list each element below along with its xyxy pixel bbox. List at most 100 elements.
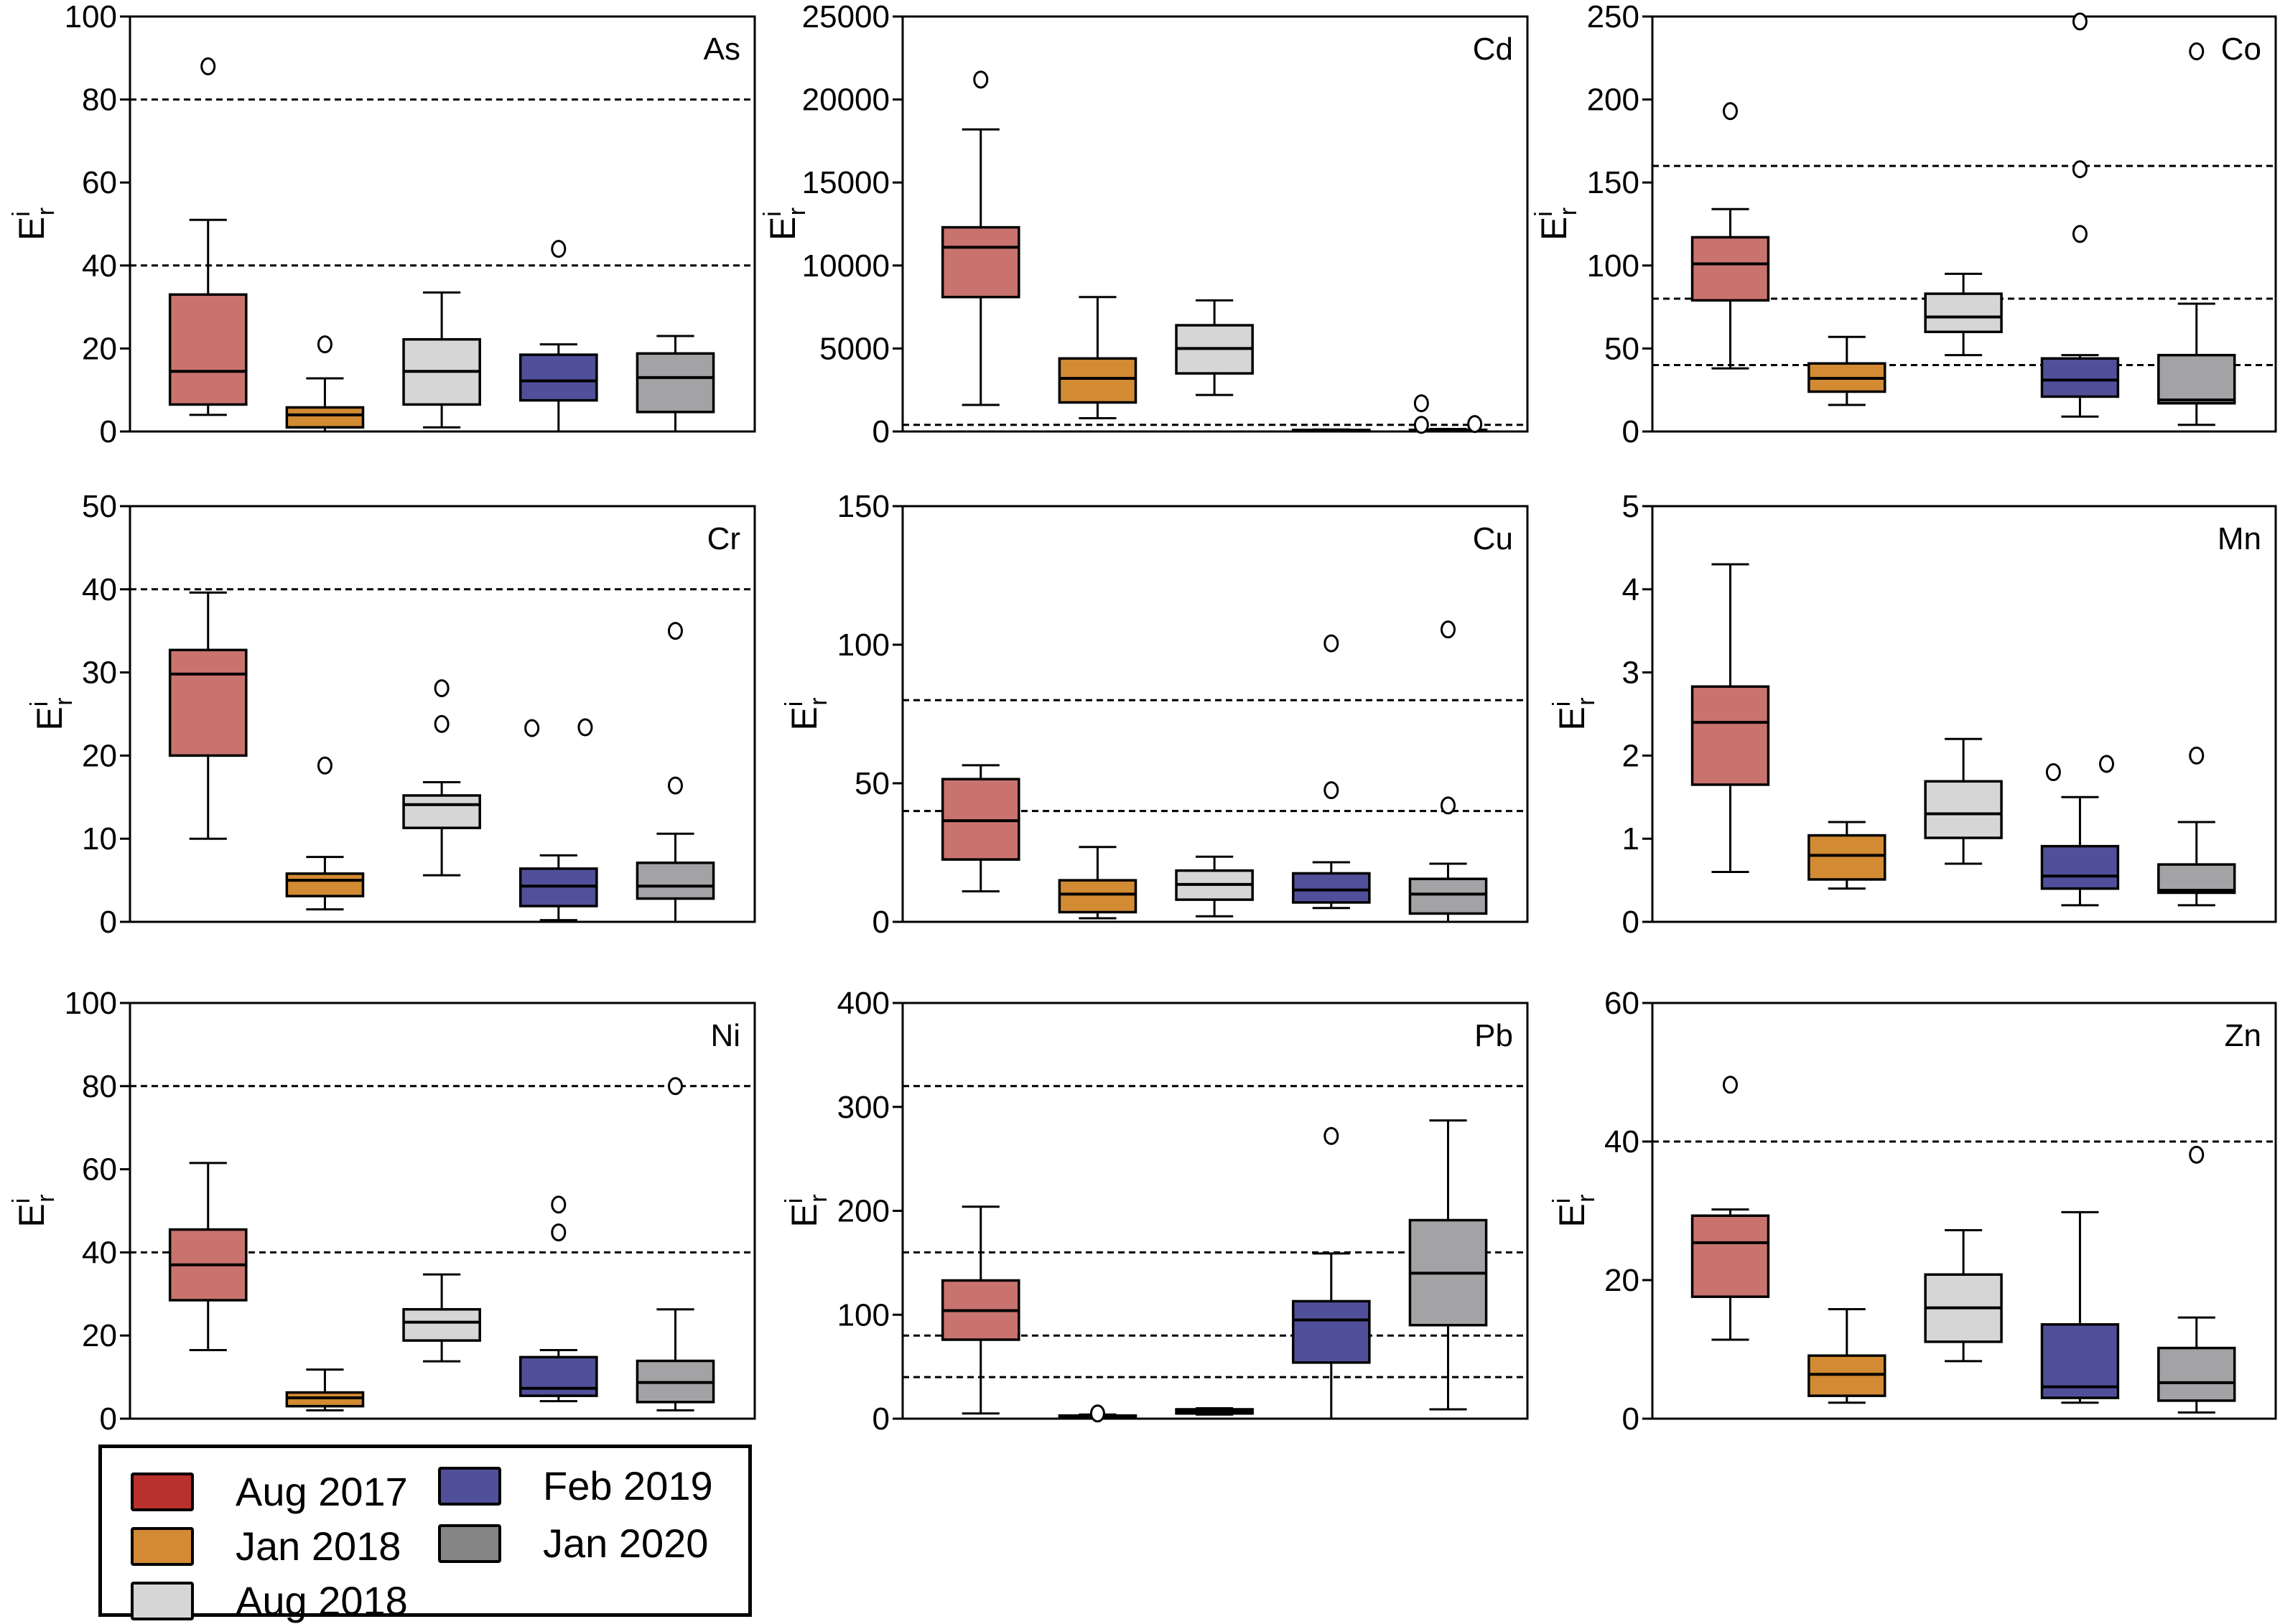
y-axis-label: Eir <box>1548 697 1600 730</box>
box-jan-2020 <box>2157 42 2236 426</box>
legend-label: Jan 2020 <box>543 1521 709 1566</box>
legend-label: Jan 2018 <box>236 1523 401 1569</box>
outlier-point <box>1723 1075 1738 1094</box>
legend-swatch-jan-2018 <box>131 1526 194 1566</box>
outlier-point <box>200 57 216 75</box>
outlier-point <box>1467 415 1483 434</box>
outlier-point <box>434 679 450 698</box>
y-axis-label: Eir <box>8 207 60 241</box>
box-iqr <box>1408 877 1488 915</box>
y-axis-label: Eir <box>781 697 832 730</box>
y-tick-label: 50 <box>82 489 117 524</box>
box-aug-2018 <box>1175 855 1254 918</box>
legend-swatch-aug-2018 <box>131 1581 194 1620</box>
panel-element-label: Mn <box>2218 521 2261 556</box>
box-iqr <box>1924 292 2003 334</box>
box-jan-2018 <box>1807 1308 1886 1404</box>
y-tick-label: 25000 <box>802 0 890 34</box>
legend-item-jan-2018: Jan 2018 <box>131 1523 401 1569</box>
outlier-point <box>668 1077 684 1096</box>
box-jan-2020 <box>1408 620 1488 923</box>
box-jan-2018 <box>285 335 365 433</box>
box-aug-2017 <box>941 70 1020 406</box>
y-tick-label: 0 <box>100 1401 117 1437</box>
box-feb-2019 <box>519 718 598 922</box>
box-jan-2018 <box>1058 296 1137 420</box>
box-aug-2017 <box>1690 1075 1770 1341</box>
outlier-point <box>434 714 450 733</box>
outlier-point <box>2072 160 2088 179</box>
box-iqr <box>2157 1346 2236 1402</box>
y-tick-label: 250 <box>1587 0 1639 34</box>
y-axis-label: Eir <box>8 1194 60 1227</box>
box-iqr <box>168 648 248 757</box>
y-tick-label: 60 <box>1604 986 1639 1021</box>
box-jan-2020 <box>1408 394 1488 434</box>
y-tick-label: 15000 <box>802 165 890 200</box>
box-aug-2017 <box>1690 563 1770 874</box>
box-iqr <box>2040 357 2120 398</box>
panel-ni: 0 20 40 60 80 100 Eir Ni <box>8 986 756 1437</box>
outlier-point <box>2072 225 2088 243</box>
box-iqr <box>1690 1214 1770 1298</box>
panel-cu: 0 50 100 150 Eir Cu <box>781 489 1529 940</box>
y-tick-label: 30 <box>82 655 117 691</box>
y-tick-label: 0 <box>873 905 890 940</box>
y-tick-label: 5000 <box>819 331 890 366</box>
panel-zn: 0 20 40 60 Eir Zn <box>1548 986 2277 1437</box>
box-aug-2018 <box>402 679 481 877</box>
panel-as: 0 20 40 60 80 100 Eir As <box>8 0 756 449</box>
y-tick-label: 150 <box>837 489 890 524</box>
panel-element-label: Cu <box>1473 521 1513 556</box>
box-aug-2017 <box>168 57 248 416</box>
y-tick-label: 200 <box>837 1194 890 1229</box>
box-aug-2018 <box>402 291 481 429</box>
outlier-point <box>1323 781 1339 800</box>
box-feb-2019 <box>519 1195 598 1403</box>
box-iqr <box>402 794 481 829</box>
outlier-point <box>577 718 593 737</box>
box-aug-2017 <box>1690 102 1770 370</box>
box-jan-2020 <box>2157 1145 2236 1414</box>
panel-cr: 0 10 20 30 40 50 Eir Cr <box>26 489 756 940</box>
y-tick-label: 2 <box>1622 738 1639 773</box>
box-iqr <box>1690 235 1770 302</box>
y-tick-label: 400 <box>837 986 890 1021</box>
box-aug-2018 <box>402 1273 481 1363</box>
outlier-point <box>1323 634 1339 653</box>
panel-element-label: Cr <box>707 521 740 556</box>
box-aug-2018 <box>1924 737 2003 865</box>
panel-element-label: Zn <box>2225 1018 2261 1053</box>
plot-frame <box>129 1002 756 1420</box>
box-iqr <box>1292 872 1371 904</box>
y-tick-label: 150 <box>1587 165 1639 200</box>
outlier-point <box>973 70 989 89</box>
outlier-point <box>1089 1404 1105 1423</box>
plot-frame <box>901 15 1529 433</box>
y-tick-label: 20 <box>1604 1263 1639 1298</box>
box-feb-2019 <box>1292 428 1371 432</box>
legend-swatch-aug-2017 <box>131 1472 194 1511</box>
box-aug-2017 <box>941 764 1020 893</box>
plot-frame <box>1651 15 2277 433</box>
y-tick-label: 20 <box>82 331 117 366</box>
panel-element-label: Ni <box>710 1018 740 1053</box>
y-tick-label: 100 <box>837 627 890 663</box>
y-tick-label: 80 <box>82 83 117 118</box>
y-tick-label: 40 <box>82 248 117 284</box>
box-iqr <box>402 1307 481 1342</box>
y-tick-label: 0 <box>100 414 117 449</box>
box-aug-2017 <box>941 1205 1020 1415</box>
box-iqr <box>285 1391 365 1408</box>
panel-mn: 0 1 2 3 4 5 Eir Mn <box>1548 489 2277 940</box>
box-aug-2018 <box>1924 1229 2003 1363</box>
box-jan-2018 <box>1807 821 1886 890</box>
box-iqr <box>168 293 248 406</box>
y-axis-label: Eir <box>759 207 811 241</box>
y-tick-label: 100 <box>65 0 117 34</box>
outlier-point <box>524 719 540 737</box>
box-jan-2018 <box>285 1368 365 1411</box>
box-iqr <box>1807 834 1886 881</box>
box-jan-2020 <box>2157 746 2236 907</box>
